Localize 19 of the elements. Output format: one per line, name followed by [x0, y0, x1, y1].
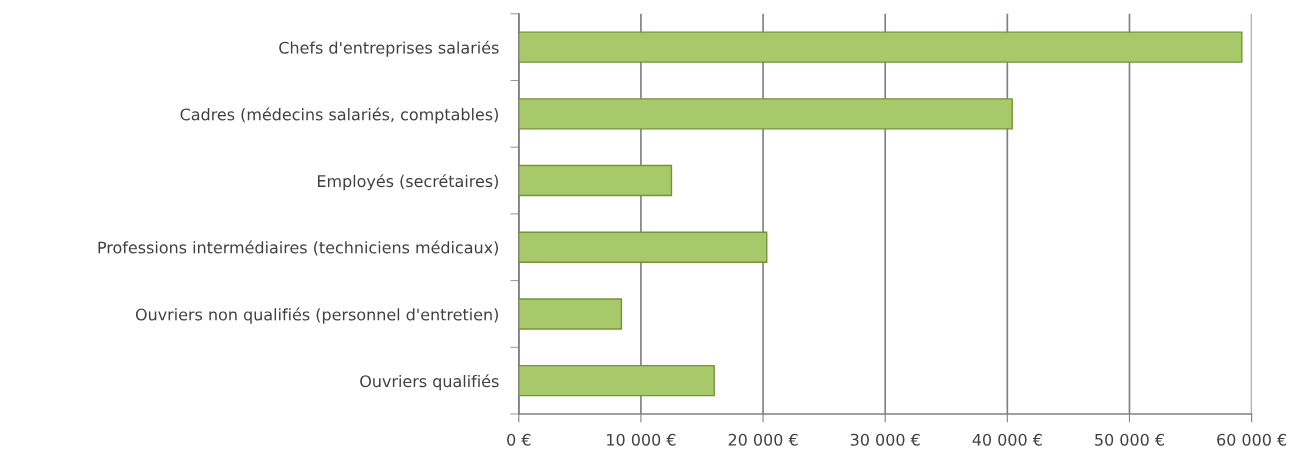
bar	[518, 164, 673, 197]
x-tick-label: 30 000 €	[850, 433, 920, 446]
y-tick-label: Ouvriers qualifiés	[360, 374, 499, 391]
bar	[518, 231, 768, 263]
bar	[518, 298, 623, 330]
y-tick-label: Chefs d'entreprises salariés	[279, 40, 499, 57]
x-tick-label: 0 €	[507, 433, 531, 446]
bar	[518, 364, 715, 397]
y-tick-label: Cadres (médecins salariés, comptables)	[180, 107, 498, 124]
bar	[518, 98, 1013, 130]
bar	[518, 31, 1243, 63]
y-tick-label: Ouvriers non qualifiés (personnel d'entretien)	[135, 307, 498, 324]
y-tick-label: Professions intermédiaires (techniciens médicaux)	[98, 240, 498, 256]
x-tick-label: 40 000 €	[972, 433, 1042, 446]
x-tick-label: 20 000 €	[728, 433, 798, 446]
x-tick-label: 60 000 €	[1217, 433, 1287, 446]
x-tick-label: 10 000 €	[607, 433, 676, 446]
y-tick-label: Employés (secrétaires)	[317, 174, 498, 191]
x-tick-label: 50 000 €	[1095, 433, 1164, 446]
